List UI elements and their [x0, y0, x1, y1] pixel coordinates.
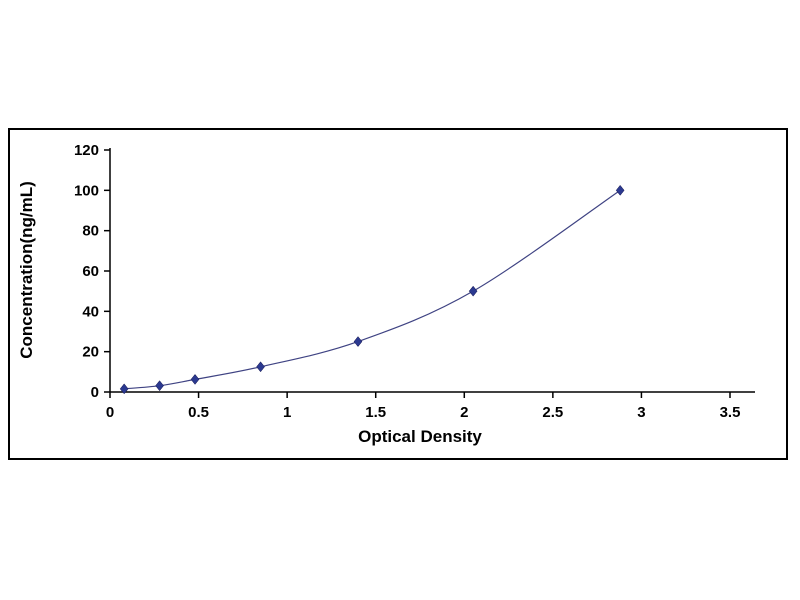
x-tick-label: 1.5 — [365, 404, 386, 421]
x-tick-label: 3 — [637, 404, 645, 421]
data-point-diamond — [155, 380, 164, 392]
elisa-standard-curve-figure: 0 0.5 1 1.5 2 2.5 3 3.5 0 20 40 60 80 100 120 Optical … — [8, 128, 788, 460]
data-point-diamond — [615, 184, 625, 196]
y-tick-label: 0 — [91, 384, 99, 401]
data-point-diamond — [190, 373, 200, 385]
standard-curve-line — [124, 189, 621, 390]
y-axis-label: Concentration(ng/mL) — [17, 181, 36, 359]
x-tick-label: 1 — [283, 404, 291, 421]
y-tick-label: 20 — [82, 344, 99, 361]
x-tick-label: 2.5 — [542, 404, 563, 421]
x-tick-label: 0 — [106, 404, 114, 421]
y-tick-label: 100 — [74, 182, 99, 199]
x-axis-label: Optical Density — [358, 427, 482, 446]
y-tick-label: 120 — [74, 142, 99, 159]
y-tick-label: 60 — [82, 263, 99, 280]
data-point-diamond — [468, 285, 478, 297]
data-point-diamond — [353, 336, 363, 347]
x-tick-label: 3.5 — [720, 404, 741, 421]
y-tick-label: 80 — [82, 223, 99, 240]
standard-curve-chart: 0 0.5 1 1.5 2 2.5 3 3.5 0 20 40 60 80 100 120 Optical … — [17, 142, 755, 446]
y-tick-label: 40 — [82, 303, 99, 320]
x-tick-label: 0.5 — [188, 404, 209, 421]
plot-layer: 0 0.5 1 1.5 2 2.5 3 3.5 0 20 40 60 80 100 120 — [74, 142, 755, 421]
data-point-diamond — [256, 361, 265, 373]
x-tick-label: 2 — [460, 404, 468, 421]
data-point-diamond — [119, 383, 129, 395]
